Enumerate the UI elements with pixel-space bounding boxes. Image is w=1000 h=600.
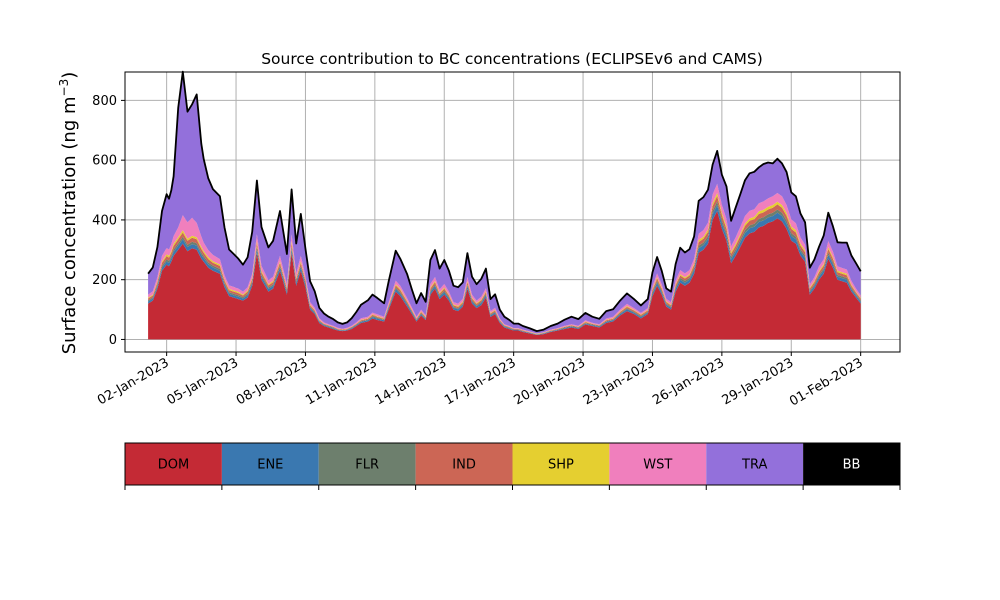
x-tick-label: 23-Jan-2023 — [581, 355, 658, 408]
x-tick-label: 17-Jan-2023 — [442, 355, 519, 408]
x-tick-label: 26-Jan-2023 — [650, 355, 727, 408]
legend-label-flr: FLR — [355, 458, 379, 473]
y-axis-label: Surface concentration (ng m−3) — [57, 72, 80, 355]
legend-label-ene: ENE — [257, 458, 283, 473]
legend-label-ind: IND — [452, 458, 476, 473]
y-tick-label: 0 — [109, 333, 117, 348]
area-dom — [148, 211, 861, 340]
legend-swatch-flr — [318, 443, 416, 485]
area-tra — [148, 71, 861, 334]
x-tick-label: 11-Jan-2023 — [303, 355, 380, 408]
y-tick-label: 400 — [92, 213, 117, 228]
x-tick-label: 29-Jan-2023 — [720, 355, 797, 408]
legend-swatch-wst — [609, 443, 707, 485]
legend-label-dom: DOM — [158, 458, 189, 473]
legend-swatch-dom — [125, 443, 222, 485]
x-axis: 02-Jan-202305-Jan-202308-Jan-202311-Jan-… — [95, 352, 866, 409]
plot-frame — [124, 71, 901, 353]
legend-swatch-ind — [415, 443, 513, 485]
legend-colorbar: DOM ENE FLR IND SHP WST TRA BB — [124, 442, 901, 490]
chart-title: Source contribution to BC concentrations… — [261, 50, 763, 68]
total-line-layer — [147, 70, 862, 332]
legend-label-tra: TRA — [741, 458, 767, 473]
x-tick-label: 08-Jan-2023 — [234, 355, 311, 408]
stacked-areas — [148, 71, 861, 340]
y-axis-label-exponent: −3 — [57, 79, 71, 97]
legend-label-shp: SHP — [548, 458, 574, 473]
x-tick-label: 01-Feb-2023 — [787, 355, 866, 409]
legend-swatch-bb — [803, 443, 900, 485]
y-axis: 0 200 400 600 800 — [92, 94, 125, 348]
line-bb — [147, 70, 862, 332]
legend-swatch-tra — [706, 443, 804, 485]
legend-swatch-ene — [221, 443, 319, 485]
x-tick-label: 20-Jan-2023 — [511, 355, 588, 408]
x-tick-label: 14-Jan-2023 — [373, 355, 450, 408]
y-axis-label-main: Surface concentration (ng m — [59, 96, 80, 354]
legend-label-wst: WST — [643, 458, 672, 473]
legend-label-bb: BB — [843, 458, 861, 473]
x-tick-label: 02-Jan-2023 — [95, 355, 172, 408]
y-tick-label: 600 — [92, 154, 117, 169]
y-axis-label-end: ) — [59, 72, 80, 79]
y-tick-label: 800 — [92, 94, 117, 109]
x-tick-label: 05-Jan-2023 — [164, 355, 241, 408]
legend-swatch-shp — [512, 443, 610, 485]
y-tick-label: 200 — [92, 273, 117, 288]
